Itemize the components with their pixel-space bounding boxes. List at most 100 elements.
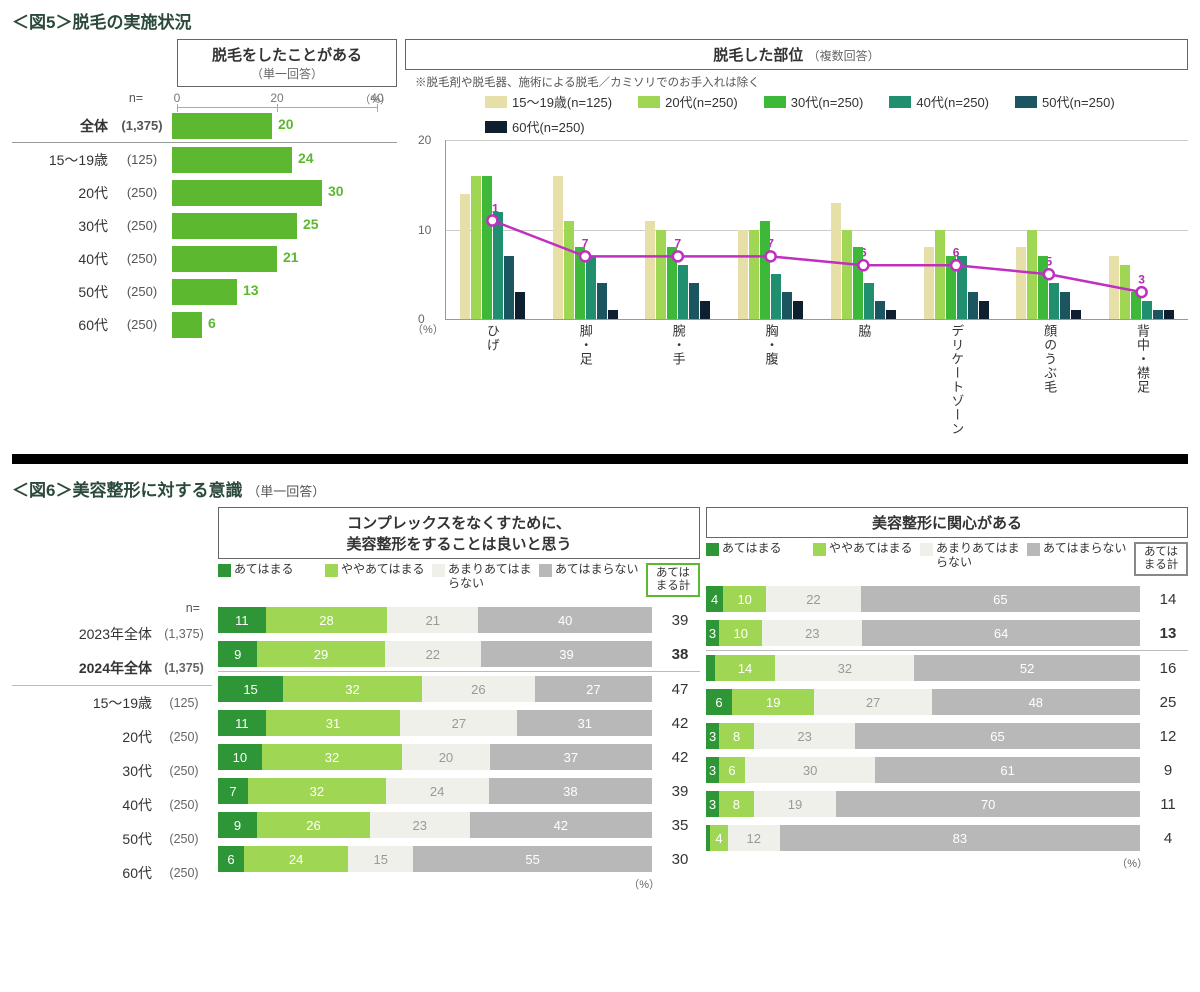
stacked-segment: 28 bbox=[266, 607, 388, 633]
row-label: 40代 bbox=[122, 795, 152, 815]
grouped-bar bbox=[886, 310, 896, 319]
fig6-title: ＜図6＞美容整形に対する意識 （単一回答） bbox=[12, 476, 1188, 501]
hbar-bar bbox=[172, 213, 297, 239]
row-n: (250) bbox=[156, 866, 212, 880]
stacked-bar: 3102364 bbox=[706, 620, 1140, 646]
row-n: (250) bbox=[156, 832, 212, 846]
hbar-row: 50代 (250) 13 bbox=[12, 275, 397, 308]
stacked-segment: 10 bbox=[723, 586, 766, 612]
fig5-left-box-sub: （単一回答） bbox=[186, 65, 388, 82]
stacked-segment: 22 bbox=[766, 586, 861, 612]
legend-item: 50代(n=250) bbox=[1015, 92, 1115, 111]
seg-legend-item: あまりあてはまらない bbox=[920, 542, 1021, 570]
grouped-bar bbox=[515, 292, 525, 319]
stacked-segment: 20 bbox=[402, 744, 490, 770]
row-n: (250) bbox=[156, 764, 212, 778]
stacked-segment: 65 bbox=[855, 723, 1140, 749]
row-total: 47 bbox=[660, 681, 700, 698]
stacked-row: 1532262747 bbox=[218, 672, 700, 706]
fig6-row-label: 2024年全体(1,375) bbox=[12, 651, 212, 685]
fig6-row-label: 40代(250) bbox=[12, 788, 212, 822]
fig6-container: n= 2023年全体(1,375)2024年全体(1,375)15～19歳(12… bbox=[12, 507, 1188, 892]
fig6-row-label: 20代(250) bbox=[12, 720, 212, 754]
row-total: 39 bbox=[660, 783, 700, 800]
grouped-bar bbox=[1038, 256, 1048, 319]
seg-legend-item: ややあてはまる bbox=[325, 563, 426, 577]
hbar-value: 21 bbox=[283, 249, 299, 265]
seg-legend: あてはまるややあてはまるあまりあてはまらないあてはまらないあてはまる計 bbox=[706, 542, 1188, 576]
x-label: ひげ bbox=[445, 320, 538, 440]
fig6-row-label: 30代(250) bbox=[12, 754, 212, 788]
grouped-bar bbox=[645, 221, 655, 319]
grouped-bar bbox=[1131, 292, 1141, 319]
stacked-segment: 39 bbox=[481, 641, 652, 667]
grouped-bar bbox=[968, 292, 978, 319]
row-total: 38 bbox=[660, 646, 700, 663]
stacked-segment: 64 bbox=[862, 620, 1140, 646]
stacked-segment: 61 bbox=[875, 757, 1140, 783]
hbar-label: 30代 bbox=[12, 216, 112, 236]
fig6-panel-2: 美容整形に関心があるあてはまるややあてはまるあまりあてはまらないあてはまらないあ… bbox=[706, 507, 1188, 892]
stacked-row: 412834 bbox=[706, 821, 1188, 855]
row-total: 16 bbox=[1148, 660, 1188, 677]
grouped-bar bbox=[738, 230, 748, 320]
stacked-segment: 70 bbox=[836, 791, 1140, 817]
stacked-row: 3630619 bbox=[706, 753, 1188, 787]
panel-title-box: コンプレックスをなくすために、美容整形をすることは良いと思う bbox=[218, 507, 700, 559]
stacked-segment: 37 bbox=[490, 744, 652, 770]
stacked-segment: 10 bbox=[218, 744, 262, 770]
grouped-bar bbox=[667, 247, 677, 319]
seg-swatch bbox=[813, 543, 826, 556]
legend-label: 60代(n=250) bbox=[512, 117, 585, 136]
row-n: (250) bbox=[156, 730, 212, 744]
grouped-bar bbox=[946, 256, 956, 319]
grouped-bar bbox=[782, 292, 792, 319]
legend-swatch bbox=[485, 121, 507, 133]
bar-group bbox=[1003, 140, 1096, 319]
row-label: 50代 bbox=[122, 829, 152, 849]
stacked-segment: 32 bbox=[775, 655, 914, 681]
stacked-segment: 4 bbox=[710, 825, 727, 851]
seg-legend: あてはまるややあてはまるあまりあてはまらないあてはまらないあてはまる計 bbox=[218, 563, 700, 597]
stacked-row: 619274825 bbox=[706, 685, 1188, 719]
fig6-row-label: 50代 (250) bbox=[12, 822, 212, 856]
row-total: 13 bbox=[1148, 625, 1188, 642]
hbar-bar bbox=[172, 180, 322, 206]
grouped-bar bbox=[482, 176, 492, 319]
stacked-segment: 8 bbox=[719, 791, 754, 817]
stacked-segment: 42 bbox=[470, 812, 652, 838]
grouped-bar bbox=[924, 247, 934, 319]
grouped-chart: （%） 01020117776653 bbox=[445, 140, 1188, 320]
hbar-bar bbox=[172, 113, 272, 139]
stacked-segment bbox=[706, 655, 715, 681]
stacked-segment: 6 bbox=[218, 846, 244, 872]
hbar-n: (250) bbox=[112, 251, 172, 266]
stacked-segment: 6 bbox=[706, 689, 732, 715]
stacked-segment: 27 bbox=[535, 676, 652, 702]
x-label: 脚・足 bbox=[538, 320, 631, 440]
fig5-right-box-title: 脱毛した部位 bbox=[713, 47, 803, 64]
stacked-row: 3102364 13 bbox=[706, 616, 1188, 650]
grouped-bar bbox=[831, 203, 841, 319]
seg-swatch bbox=[920, 543, 933, 556]
seg-swatch bbox=[539, 564, 552, 577]
grouped-bar bbox=[608, 310, 618, 319]
grouped-bar bbox=[749, 230, 759, 320]
stacked-segment: 48 bbox=[932, 689, 1140, 715]
row-total: 9 bbox=[1148, 762, 1188, 779]
hbar-value: 6 bbox=[208, 315, 216, 331]
stacked-segment: 24 bbox=[386, 778, 489, 804]
hbar-n-header: n= bbox=[112, 91, 172, 105]
row-total: 4 bbox=[1148, 830, 1188, 847]
legend-label: 40代(n=250) bbox=[916, 92, 989, 111]
seg-legend-item: あてはまらない bbox=[539, 563, 640, 577]
stacked-row: 410226514 bbox=[706, 582, 1188, 616]
hbar-bar bbox=[172, 147, 292, 173]
total-label-box: あてはまる計 bbox=[646, 563, 700, 597]
grouped-bar bbox=[460, 194, 470, 319]
stacked-row: 1128214039 bbox=[218, 603, 700, 637]
stacked-segment: 22 bbox=[385, 641, 481, 667]
x-label: 背中・襟足 bbox=[1095, 320, 1188, 440]
fig6-row-labels: n= 2023年全体(1,375)2024年全体(1,375)15～19歳(12… bbox=[12, 507, 212, 892]
fig5-left-chart: 脱毛をしたことがある （単一回答） （%） 02040 n= 全体 (1,375… bbox=[12, 39, 397, 440]
